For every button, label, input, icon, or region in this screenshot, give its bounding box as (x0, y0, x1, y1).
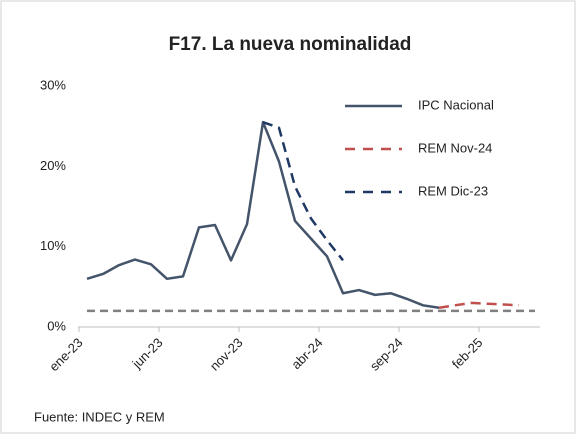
y-tick-label: 20% (40, 158, 66, 173)
y-tick-label: 10% (40, 238, 66, 253)
source-note: Fuente: INDEC y REM (34, 409, 165, 424)
y-tick-label: 30% (40, 77, 66, 92)
legend-label: IPC Nacional (418, 97, 494, 112)
chart-title: F17. La nueva nominalidad (169, 34, 412, 55)
legend-label: REM Nov-24 (418, 140, 492, 155)
series-line (438, 301, 520, 309)
y-tick-label: 0% (47, 318, 66, 333)
legend-label: REM Dic-23 (418, 183, 488, 198)
series-line (262, 120, 344, 262)
